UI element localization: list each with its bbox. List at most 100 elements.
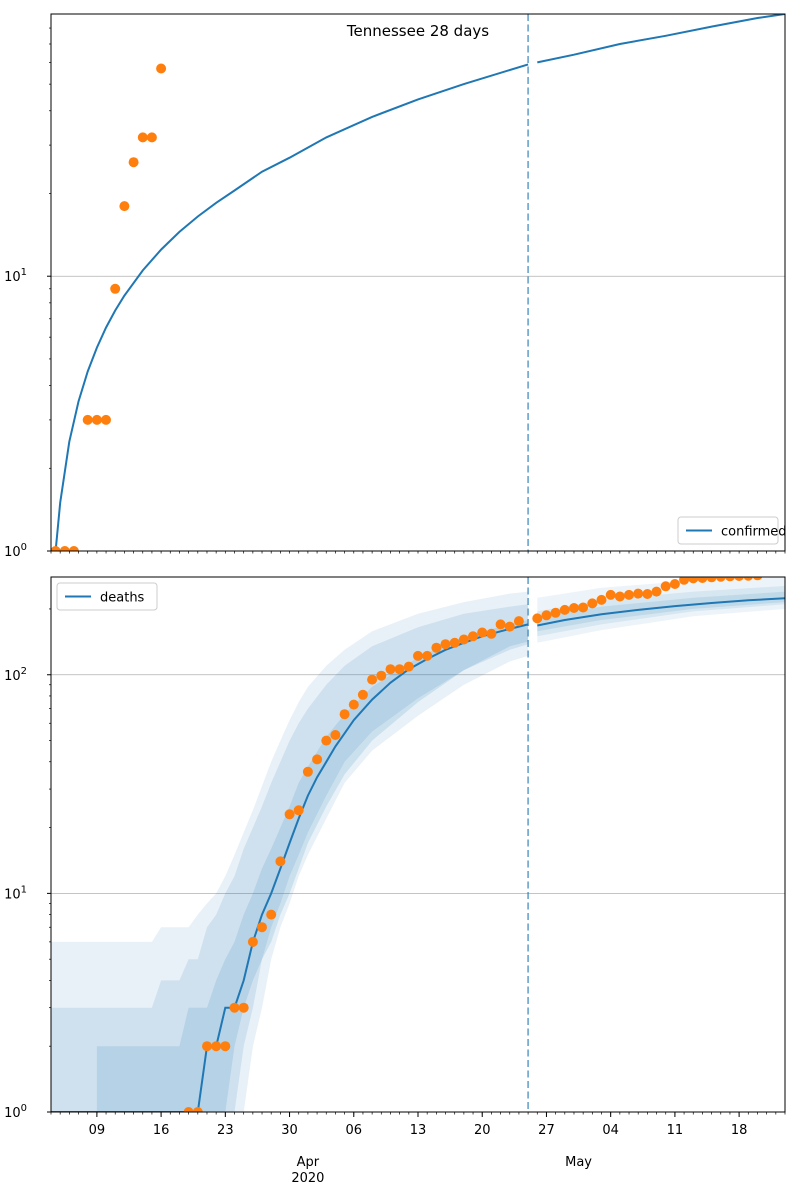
confidence-band	[51, 604, 529, 1112]
month-label: May	[565, 1155, 592, 1170]
observed-point	[321, 735, 332, 746]
observed-point	[532, 613, 543, 624]
legend-label: deaths	[100, 591, 145, 606]
legend-label: confirmed	[721, 525, 787, 540]
observed-point	[495, 619, 506, 630]
observed-point	[642, 589, 653, 599]
legend-box	[677, 516, 779, 545]
observed-point	[302, 766, 313, 777]
observed-point	[651, 586, 662, 597]
chart-title: Tennessee 28 days	[346, 22, 489, 40]
observed-point	[752, 577, 763, 581]
observed-point	[192, 1107, 203, 1112]
observed-point	[202, 1041, 212, 1052]
observed-point	[725, 577, 735, 582]
observed-point	[119, 201, 130, 212]
observed-point	[486, 628, 497, 639]
y-tick-label: 101	[4, 267, 27, 285]
observed-point	[385, 664, 396, 675]
legend: confirmed	[677, 516, 787, 545]
observed-point	[357, 689, 368, 700]
observed-point	[367, 674, 378, 685]
x-tick-label: 23	[217, 1123, 234, 1138]
y-tick-label: 101	[4, 884, 27, 902]
observed-point	[504, 621, 515, 632]
observed-point	[513, 616, 524, 627]
observed-point	[51, 546, 61, 551]
observed-point	[238, 1002, 249, 1013]
observed-point	[624, 589, 634, 600]
x-tick-label: 04	[602, 1123, 619, 1138]
y-tick-label: 102	[4, 666, 27, 684]
series-line-confirmed	[54, 63, 529, 551]
observed-point	[679, 577, 690, 585]
observed-point	[137, 132, 148, 143]
observed-point	[587, 598, 598, 609]
observed-point	[605, 589, 616, 600]
observed-point	[348, 699, 359, 710]
confidence-band	[51, 591, 529, 1112]
series-line-deaths-forecast	[537, 597, 785, 627]
observed-point	[734, 577, 744, 581]
x-tick-label: 11	[667, 1123, 684, 1138]
observed-point	[449, 637, 460, 648]
series-line-confirmed-forecast	[537, 14, 785, 64]
observed-point	[403, 661, 414, 672]
observed-point	[688, 577, 699, 584]
observed-point	[413, 650, 423, 661]
observed-point	[569, 603, 579, 613]
y-tick-label: 100	[4, 542, 27, 560]
legend: deaths	[56, 582, 158, 611]
observed-point	[247, 936, 258, 947]
x-tick-label: 06	[346, 1123, 363, 1138]
observed-point	[128, 157, 139, 168]
observed-point	[559, 604, 570, 615]
observed-point	[110, 283, 121, 294]
confidence-band	[537, 577, 785, 643]
plot-area	[51, 577, 785, 1112]
observed-point	[220, 1041, 231, 1052]
observed-point	[59, 546, 70, 551]
observed-point	[715, 577, 726, 582]
confidence-band	[96, 620, 529, 1112]
observed-point	[596, 594, 607, 605]
y-tick-label: 100	[4, 1103, 27, 1121]
x-tick-label: 13	[410, 1123, 427, 1138]
confirmed-panel: 100 101 Tennessee 28 days confirmed	[4, 13, 787, 560]
x-tick-label: 16	[153, 1123, 170, 1138]
x-tick-label: 20	[474, 1123, 491, 1138]
observed-point	[697, 577, 708, 583]
month-label: Apr	[297, 1155, 320, 1170]
x-tick-label: 30	[281, 1123, 298, 1138]
observed-point	[477, 627, 488, 638]
x-tick-label: 27	[538, 1123, 555, 1138]
observed-point	[550, 607, 561, 618]
axes-frame	[50, 13, 786, 552]
observed-point	[312, 754, 323, 765]
observed-point	[394, 664, 405, 675]
observed-point	[614, 591, 625, 602]
observed-point	[82, 414, 93, 425]
observed-point	[541, 610, 552, 621]
plot-area	[51, 14, 785, 551]
observed-point	[578, 602, 589, 613]
observed-point	[339, 709, 350, 720]
observed-point	[229, 1002, 240, 1013]
observed-point	[156, 63, 167, 74]
observed-point	[266, 909, 277, 920]
legend-box	[56, 582, 158, 611]
observed-point	[257, 922, 267, 933]
x-tick-label: 18	[731, 1123, 748, 1138]
observed-point	[211, 1041, 222, 1052]
observed-point	[669, 579, 680, 589]
observed-point	[431, 642, 442, 653]
observed-point	[183, 1107, 194, 1112]
observed-point	[440, 639, 451, 650]
observed-point	[68, 546, 79, 551]
observed-point	[633, 588, 644, 599]
observed-point	[330, 730, 341, 740]
x-tick-label: 09	[89, 1123, 106, 1138]
observed-point	[660, 581, 671, 592]
